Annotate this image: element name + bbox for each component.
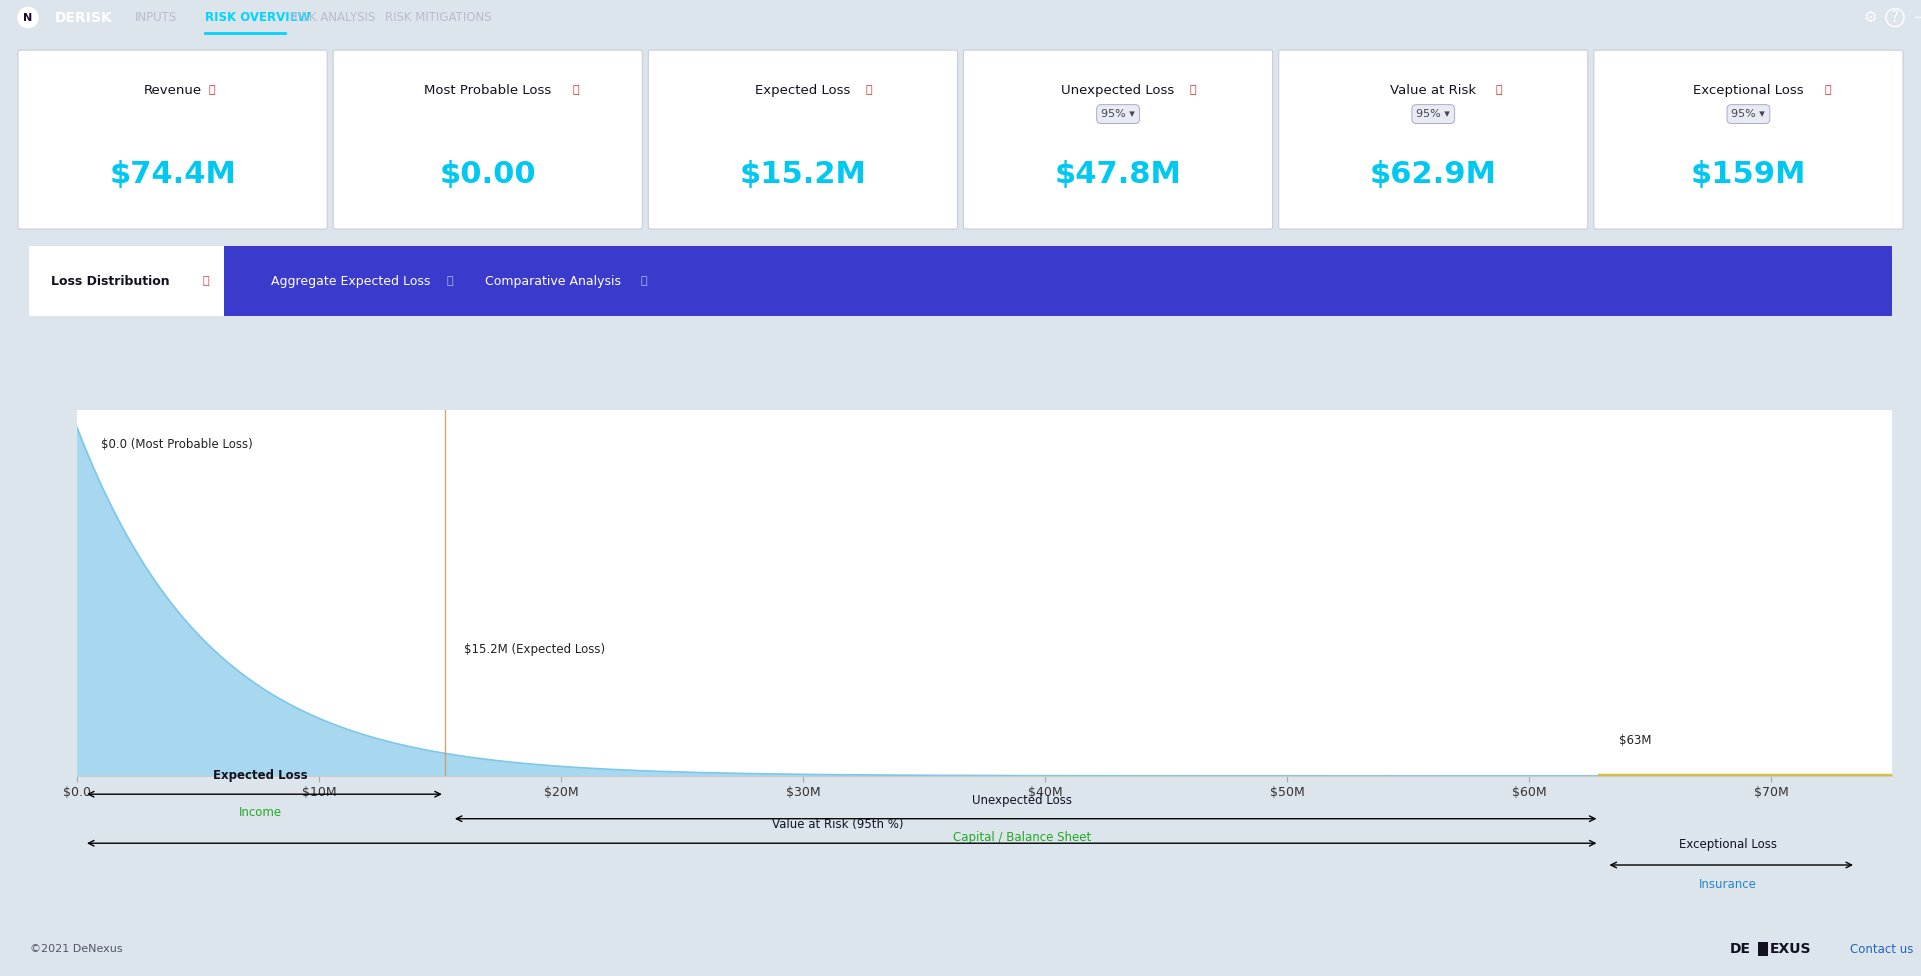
Text: ⓘ: ⓘ — [207, 85, 215, 95]
Text: ⓘ: ⓘ — [446, 276, 453, 286]
FancyBboxPatch shape — [1594, 50, 1904, 229]
Text: ?: ? — [1890, 10, 1900, 25]
Text: $15.2M: $15.2M — [740, 160, 866, 189]
FancyBboxPatch shape — [332, 50, 642, 229]
Text: DERISK: DERISK — [56, 11, 113, 24]
Text: Loss Distribution: Loss Distribution — [52, 274, 169, 288]
Text: $159M: $159M — [1690, 160, 1806, 189]
Text: Income: Income — [240, 806, 282, 819]
Text: ⓘ: ⓘ — [204, 276, 209, 286]
Bar — [1758, 942, 1767, 956]
Text: Exceptional Loss: Exceptional Loss — [1692, 84, 1804, 97]
Text: →: → — [1913, 10, 1921, 25]
Text: Aggregate Expected Loss: Aggregate Expected Loss — [271, 274, 430, 288]
Text: $0.0 (Most Probable Loss): $0.0 (Most Probable Loss) — [102, 438, 254, 451]
Text: $15.2M (Expected Loss): $15.2M (Expected Loss) — [465, 643, 605, 657]
Text: 95% ▾: 95% ▾ — [1731, 109, 1765, 119]
Text: RISK ANALYSIS: RISK ANALYSIS — [290, 11, 375, 24]
Text: $47.8M: $47.8M — [1055, 160, 1181, 189]
Text: RISK OVERVIEW: RISK OVERVIEW — [206, 11, 311, 24]
Text: Value at Risk: Value at Risk — [1391, 84, 1477, 97]
Text: DE: DE — [1731, 942, 1752, 956]
Text: N: N — [23, 13, 33, 22]
FancyBboxPatch shape — [1279, 50, 1589, 229]
Text: ⓘ: ⓘ — [1825, 85, 1831, 95]
Text: Exceptional Loss: Exceptional Loss — [1679, 838, 1777, 851]
Text: Contact us: Contact us — [1850, 943, 1913, 956]
Text: ⓘ: ⓘ — [640, 276, 647, 286]
Text: $63M: $63M — [1619, 734, 1652, 747]
Text: ⓘ: ⓘ — [866, 85, 872, 95]
Text: Expected Loss: Expected Loss — [213, 769, 307, 783]
Text: Most Probable Loss: Most Probable Loss — [425, 84, 551, 97]
FancyBboxPatch shape — [964, 50, 1274, 229]
Text: Unexpected Loss: Unexpected Loss — [972, 793, 1072, 807]
Text: INPUTS: INPUTS — [134, 11, 177, 24]
FancyBboxPatch shape — [647, 50, 957, 229]
Text: ⓘ: ⓘ — [1496, 85, 1502, 95]
Text: ⚙: ⚙ — [1863, 10, 1877, 25]
Text: Expected Loss: Expected Loss — [755, 84, 851, 97]
Text: Comparative Analysis: Comparative Analysis — [486, 274, 620, 288]
Text: ⓘ: ⓘ — [572, 85, 580, 95]
Text: RISK MITIGATIONS: RISK MITIGATIONS — [384, 11, 492, 24]
Text: $74.4M: $74.4M — [109, 160, 236, 189]
Text: EXUS: EXUS — [1769, 942, 1812, 956]
Text: Revenue: Revenue — [144, 84, 202, 97]
Text: ©2021 DeNexus: ©2021 DeNexus — [31, 944, 123, 955]
Text: Unexpected Loss: Unexpected Loss — [1062, 84, 1176, 97]
Text: 95% ▾: 95% ▾ — [1101, 109, 1135, 119]
Text: Capital / Balance Sheet: Capital / Balance Sheet — [953, 831, 1091, 843]
FancyBboxPatch shape — [17, 50, 327, 229]
Text: Insurance: Insurance — [1698, 877, 1756, 891]
Text: $62.9M: $62.9M — [1370, 160, 1496, 189]
Circle shape — [17, 8, 38, 27]
Bar — [225, 246, 1892, 316]
Text: ⓘ: ⓘ — [1189, 85, 1197, 95]
Bar — [29, 246, 225, 316]
Text: $0.00: $0.00 — [440, 160, 536, 189]
Text: 95% ▾: 95% ▾ — [1416, 109, 1450, 119]
Text: Value at Risk (95th %): Value at Risk (95th %) — [772, 819, 903, 832]
